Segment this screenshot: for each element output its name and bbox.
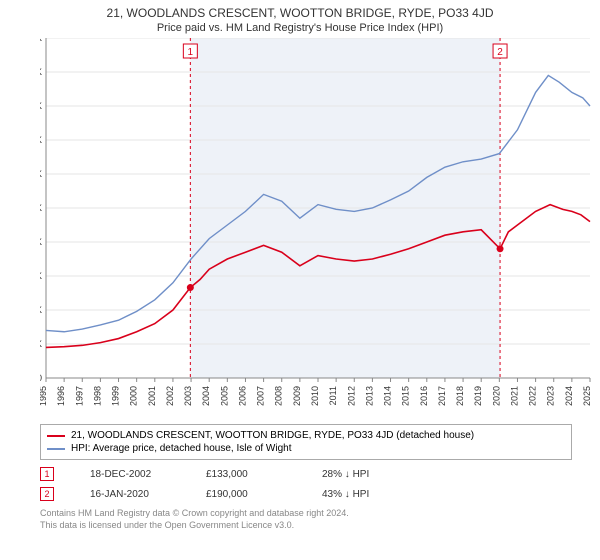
- marker-price: £190,000: [206, 489, 286, 500]
- svg-text:1997: 1997: [74, 386, 84, 406]
- svg-text:2022: 2022: [528, 386, 538, 406]
- marker-row: 2 16-JAN-2020 £190,000 43% ↓ HPI: [40, 484, 572, 504]
- legend-swatch: [47, 448, 65, 450]
- svg-text:2002: 2002: [165, 386, 175, 406]
- legend-row: 21, WOODLANDS CRESCENT, WOOTTON BRIDGE, …: [47, 429, 565, 442]
- svg-text:2018: 2018: [455, 386, 465, 406]
- svg-text:1: 1: [188, 47, 194, 58]
- svg-text:2012: 2012: [346, 386, 356, 406]
- svg-text:1995: 1995: [40, 386, 48, 406]
- svg-text:£200K: £200K: [40, 237, 42, 247]
- svg-text:2016: 2016: [419, 386, 429, 406]
- legend: 21, WOODLANDS CRESCENT, WOOTTON BRIDGE, …: [40, 424, 572, 460]
- svg-text:2000: 2000: [129, 386, 139, 406]
- attribution-line1: Contains HM Land Registry data © Crown c…: [40, 508, 572, 520]
- svg-text:2001: 2001: [147, 386, 157, 406]
- svg-text:£100K: £100K: [40, 305, 42, 315]
- svg-text:£350K: £350K: [40, 135, 42, 145]
- svg-text:£450K: £450K: [40, 67, 42, 77]
- svg-text:£400K: £400K: [40, 101, 42, 111]
- svg-text:£150K: £150K: [40, 271, 42, 281]
- legend-row: HPI: Average price, detached house, Isle…: [47, 442, 565, 455]
- svg-text:2010: 2010: [310, 386, 320, 406]
- marker-row: 1 18-DEC-2002 £133,000 28% ↓ HPI: [40, 464, 572, 484]
- svg-text:2015: 2015: [401, 386, 411, 406]
- svg-text:2007: 2007: [256, 386, 266, 406]
- legend-swatch: [47, 435, 65, 437]
- svg-text:2005: 2005: [219, 386, 229, 406]
- chart-title: 21, WOODLANDS CRESCENT, WOOTTON BRIDGE, …: [0, 0, 600, 20]
- svg-text:2021: 2021: [509, 386, 519, 406]
- chart-area: £0 £50K £100K £150K £200K £250K £300K £350K £400…: [40, 38, 600, 418]
- marker-price: £133,000: [206, 469, 286, 480]
- chart-svg: £0 £50K £100K £150K £200K £250K £300K £350K £400…: [40, 38, 600, 418]
- svg-text:2009: 2009: [292, 386, 302, 406]
- attribution: Contains HM Land Registry data © Crown c…: [40, 508, 572, 531]
- marker-date: 18-DEC-2002: [90, 469, 170, 480]
- svg-text:£300K: £300K: [40, 169, 42, 179]
- svg-text:2019: 2019: [473, 386, 483, 406]
- marker-badge: 1: [40, 467, 54, 481]
- svg-text:2024: 2024: [564, 386, 574, 406]
- svg-text:2025: 2025: [582, 386, 592, 406]
- svg-text:£500K: £500K: [40, 38, 42, 43]
- svg-text:2006: 2006: [237, 386, 247, 406]
- legend-label: 21, WOODLANDS CRESCENT, WOOTTON BRIDGE, …: [71, 430, 474, 441]
- svg-text:1998: 1998: [92, 386, 102, 406]
- attribution-line2: This data is licensed under the Open Gov…: [40, 520, 572, 532]
- svg-text:2017: 2017: [437, 386, 447, 406]
- marker-pct: 28% ↓ HPI: [322, 469, 402, 480]
- svg-text:1996: 1996: [56, 386, 66, 406]
- svg-text:2: 2: [497, 47, 503, 58]
- sale-markers: 1 18-DEC-2002 £133,000 28% ↓ HPI 2 16-JAN-202…: [40, 464, 572, 504]
- svg-text:£250K: £250K: [40, 203, 42, 213]
- marker-pct: 43% ↓ HPI: [322, 489, 402, 500]
- svg-text:1999: 1999: [111, 386, 121, 406]
- marker-date: 16-JAN-2020: [90, 489, 170, 500]
- svg-text:£0: £0: [40, 373, 42, 383]
- svg-text:2004: 2004: [201, 386, 211, 406]
- svg-text:2013: 2013: [364, 386, 374, 406]
- svg-text:2023: 2023: [546, 386, 556, 406]
- svg-text:£50K: £50K: [40, 339, 42, 349]
- legend-label: HPI: Average price, detached house, Isle…: [71, 443, 292, 454]
- svg-text:2003: 2003: [183, 386, 193, 406]
- svg-text:2014: 2014: [383, 386, 393, 406]
- chart-container: 21, WOODLANDS CRESCENT, WOOTTON BRIDGE, …: [0, 0, 600, 560]
- svg-text:2020: 2020: [491, 386, 501, 406]
- marker-badge: 2: [40, 487, 54, 501]
- chart-subtitle: Price paid vs. HM Land Registry's House …: [0, 20, 600, 38]
- svg-text:2008: 2008: [274, 386, 284, 406]
- svg-text:2011: 2011: [328, 386, 338, 405]
